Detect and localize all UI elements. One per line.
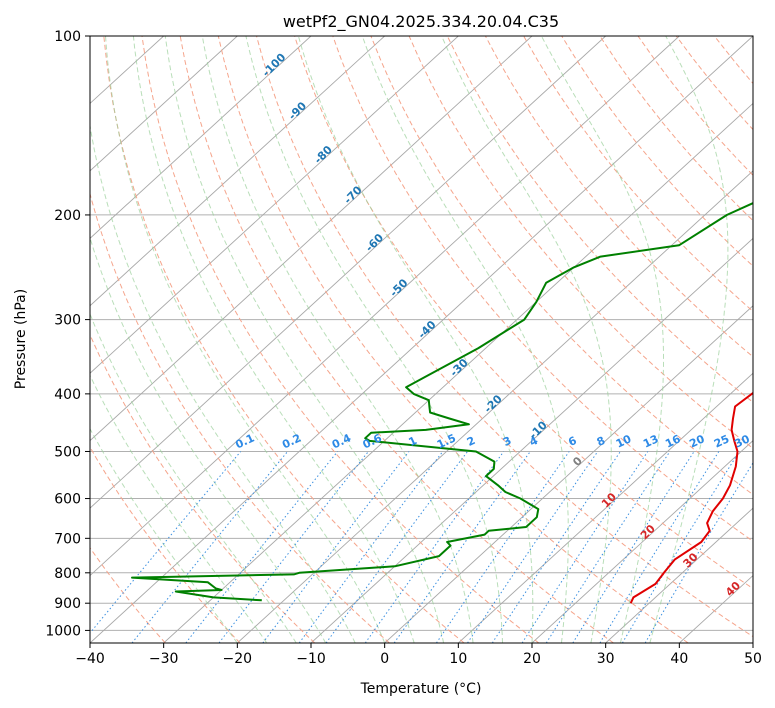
axis-ticks: −40 −30 −20 −10 0 10 20 30 40 50 100 200 300 400 500 60… (45, 29, 762, 667)
isotherm-line (90, 36, 753, 643)
y-tick-label: 200 (54, 208, 81, 224)
mixing-ratio-line (467, 451, 599, 643)
moist-adiabat (361, 36, 569, 643)
plot-frame (89, 35, 754, 644)
mixing-ratio-line (185, 451, 338, 643)
moist-adiabat (245, 36, 503, 643)
y-tick-label: 500 (54, 444, 81, 460)
x-tick-label: 40 (670, 651, 688, 667)
isotherm-line (163, 102, 753, 643)
dewpoint-profile-line (131, 202, 753, 602)
y-tick-label: 900 (54, 596, 81, 612)
mixing-ratio-label: 10 (614, 432, 634, 450)
dry-adiabat (217, 36, 689, 643)
x-tick-label: 50 (744, 651, 762, 667)
y-axis-label: Pressure (hPa) (13, 289, 29, 389)
isotherm-line (531, 440, 753, 643)
moist-adiabat (90, 122, 356, 643)
temperature-profile-line (629, 391, 753, 604)
y-tick-label: 600 (54, 492, 81, 508)
moist-adiabat (132, 36, 415, 643)
mixing-ratio-label: 16 (663, 432, 683, 450)
moist-adiabat (649, 36, 729, 643)
mixing-ratio-line (90, 451, 242, 634)
dry-adiabat (103, 36, 465, 643)
isotherm-line (605, 507, 753, 643)
x-axis-label: Temperature (°C) (360, 681, 482, 697)
isotherm-line (310, 237, 753, 643)
isotherm-line (90, 36, 385, 307)
dry-adiabats (90, 36, 753, 643)
moist-adiabat (90, 312, 297, 643)
moist-adiabat (201, 36, 474, 643)
isotherm-line (90, 36, 238, 172)
x-tick-label: 10 (449, 651, 467, 667)
x-tick-label: 20 (523, 651, 541, 667)
y-tick-label: 700 (54, 531, 81, 547)
mixing-ratio-line (364, 451, 505, 643)
mixing-ratio-label: 25 (712, 432, 731, 450)
isotherm-line (90, 36, 533, 442)
isotherm-line (90, 36, 606, 509)
x-tick-label: −20 (223, 651, 253, 667)
dry-adiabat (370, 36, 753, 496)
x-tick-label: −40 (75, 651, 105, 667)
mixing-ratio-line (131, 451, 288, 643)
y-tick-label: 300 (54, 313, 81, 329)
moist-adiabat (540, 36, 664, 643)
mixing-ratio-line (491, 451, 621, 643)
y-tick-label: 1000 (45, 623, 81, 639)
chart-title: wetPf2_GN04.2025.334.20.04.C35 (283, 12, 559, 32)
mixing-ratio-line (393, 451, 531, 643)
mixing-ratio-label: 13 (641, 432, 660, 450)
dry-adiabat (179, 36, 614, 643)
isotherm-line (90, 36, 459, 374)
isotherm-line (458, 372, 753, 643)
isotherms (90, 36, 753, 643)
dry-adiabat (90, 333, 316, 643)
mixing-ratio-label: 20 (687, 432, 707, 450)
moist-adiabat (90, 236, 327, 643)
isotherm-line (384, 305, 753, 643)
dry-adiabat (256, 36, 753, 638)
moist-adiabat (297, 36, 534, 643)
moist-adiabat (441, 36, 612, 643)
mixing-ratio-label: 30 (732, 432, 752, 450)
x-tick-label: 0 (380, 651, 389, 667)
isotherm-line (237, 170, 753, 643)
mixing-ratio-line (325, 451, 468, 643)
mixing-ratio-line (545, 451, 671, 643)
dry-adiabat (90, 192, 390, 643)
dry-adiabat (523, 36, 753, 313)
moist-adiabat (90, 374, 268, 643)
dry-adiabat (141, 36, 540, 643)
isotherm-line (90, 36, 312, 239)
moist-adiabat (90, 427, 238, 643)
x-tick-label: −10 (296, 651, 326, 667)
dry-adiabat (446, 36, 753, 403)
mixing-ratio-line (572, 451, 695, 643)
mixing-ratio-line (298, 451, 444, 643)
profile-series (131, 202, 753, 604)
mixing-ratio-lines (90, 451, 753, 643)
dry-adiabat (90, 446, 241, 643)
mixing-ratio-line (621, 451, 740, 643)
dry-adiabat (294, 36, 753, 590)
grid-lines (90, 36, 753, 631)
mixing-ratio-line (435, 451, 570, 643)
x-tick-label: −30 (149, 651, 179, 667)
moist-adiabats (90, 36, 729, 643)
mixing-ratio-line (644, 461, 753, 643)
moist-adiabat (164, 36, 445, 643)
y-tick-label: 100 (54, 29, 81, 45)
mixing-ratio-line (262, 451, 410, 643)
y-tick-label: 400 (54, 387, 81, 403)
isotherm-line (90, 36, 680, 577)
y-tick-label: 800 (54, 566, 81, 582)
x-tick-label: 30 (597, 651, 615, 667)
mixing-ratio-line (521, 451, 649, 643)
